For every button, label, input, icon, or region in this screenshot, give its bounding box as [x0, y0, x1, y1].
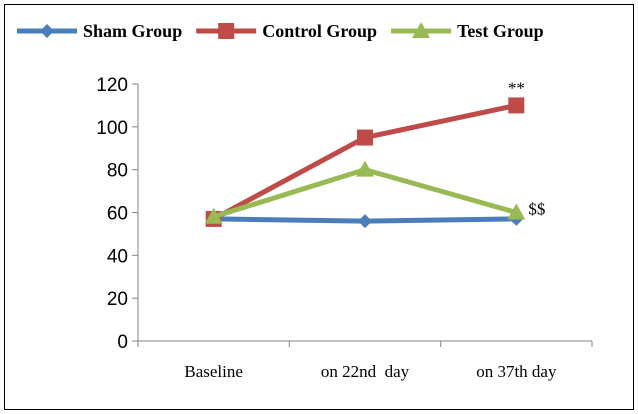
line-chart: Sham Group Control Group Test Group 0 20 40 6…: [17, 21, 593, 381]
data-point: [358, 214, 372, 229]
x-tick-label: Baseline: [184, 362, 243, 381]
x-tick-label: on 37th day: [476, 362, 557, 381]
legend-item-sham-group: Sham Group: [17, 21, 182, 41]
data-point: [507, 203, 526, 220]
series-test-group: [204, 160, 526, 224]
y-tick-label: 40: [107, 246, 128, 267]
legend-label: Control Group: [262, 21, 377, 41]
x-tick-label: on 22nd day: [321, 362, 410, 381]
y-tick-label: 100: [96, 118, 128, 139]
legend-marker: [412, 22, 431, 38]
legend-item-test-group: Test Group: [391, 21, 544, 41]
axes: 0 20 40 60 80 100 120 Baseline on 22nd day on 37t…: [96, 75, 593, 381]
legend-label: Sham Group: [83, 21, 182, 41]
legend: Sham Group Control Group Test Group: [17, 21, 544, 41]
legend-marker: [218, 23, 235, 39]
y-tick-label: 20: [107, 289, 128, 310]
significance-annotation: **: [508, 78, 525, 97]
series-layer: [204, 97, 526, 229]
chart-frame: Sham Group Control Group Test Group 0 20 40 6…: [4, 4, 634, 410]
data-point: [204, 207, 223, 224]
data-point: [357, 129, 373, 146]
legend-marker: [40, 24, 54, 38]
y-tick-label: 0: [117, 332, 128, 353]
data-point: [356, 160, 374, 177]
legend-item-control-group: Control Group: [196, 21, 377, 41]
data-point: [508, 97, 525, 114]
significance-annotation: $$: [528, 200, 545, 219]
series-sham-group: [206, 211, 524, 229]
y-tick-label: 60: [107, 204, 128, 225]
y-tick-label: 120: [96, 75, 128, 96]
y-tick-label: 80: [107, 161, 128, 182]
legend-label: Test Group: [457, 21, 544, 41]
annotations: ** $$: [508, 78, 546, 218]
